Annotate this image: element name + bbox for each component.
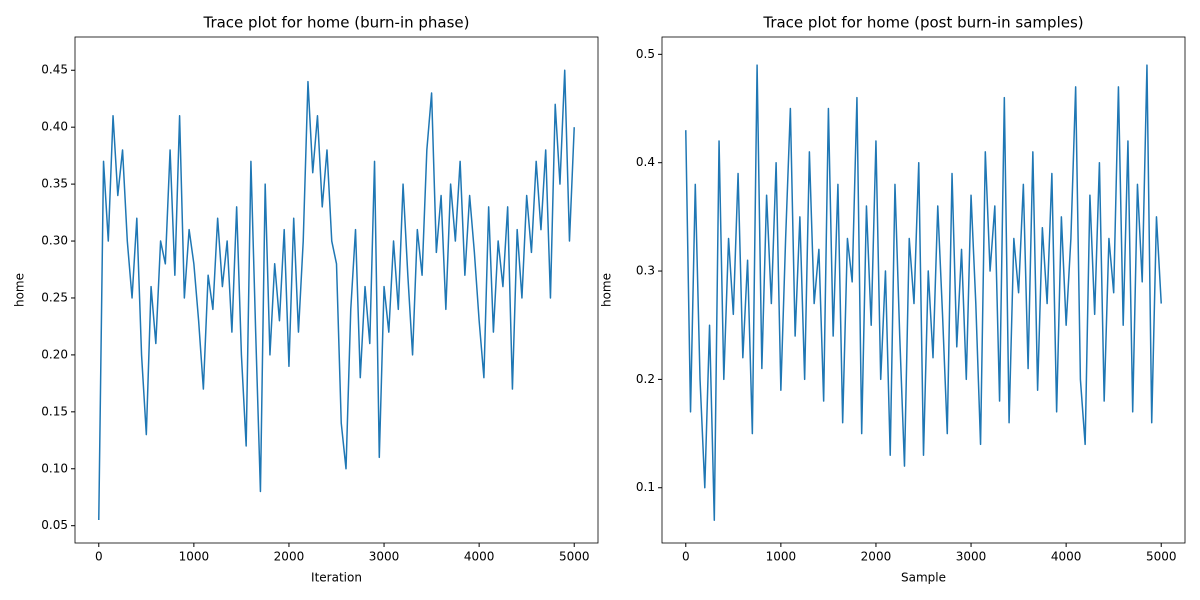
x-tick-label: 5000 [559,550,590,564]
chart-title: Trace plot for home (burn-in phase) [202,14,469,32]
x-tick-label: 4000 [1051,550,1082,564]
x-tick-label: 1000 [179,550,210,564]
axes-frame [661,36,1186,544]
x-tick-label: 5000 [1146,550,1177,564]
y-tick-label: 0.1 [636,480,655,494]
trace-line [98,69,575,521]
y-tick-label: 0.45 [41,63,68,77]
y-tick-label: 0.4 [636,155,655,169]
x-axis-label: Iteration [311,571,362,585]
y-axis-label: home [600,273,614,307]
x-tick-label: 1000 [766,550,797,564]
x-tick-label: 0 [95,550,103,564]
x-tick-label: 0 [682,550,690,564]
chart-title: Trace plot for home (post burn-in sample… [762,14,1083,32]
y-tick-label: 0.3 [636,264,655,278]
y-tick-label: 0.20 [41,347,68,361]
y-tick-label: 0.40 [41,120,68,134]
x-tick-label: 4000 [464,550,495,564]
x-tick-label: 2000 [274,550,305,564]
x-tick-label: 3000 [956,550,987,564]
x-axis-label: Sample [901,571,946,585]
axes-frame [74,36,599,544]
y-tick-label: 0.5 [636,47,655,61]
y-tick-label: 0.10 [41,461,68,475]
y-tick-label: 0.25 [41,290,68,304]
x-tick-label: 2000 [861,550,892,564]
y-axis-label: home [13,273,27,307]
y-tick-label: 0.15 [41,404,68,418]
y-tick-label: 0.35 [41,177,68,191]
y-tick-label: 0.30 [41,234,68,248]
y-tick-label: 0.05 [41,518,68,532]
y-tick-label: 0.2 [636,372,655,386]
trace-line [685,64,1162,521]
x-tick-label: 3000 [369,550,400,564]
